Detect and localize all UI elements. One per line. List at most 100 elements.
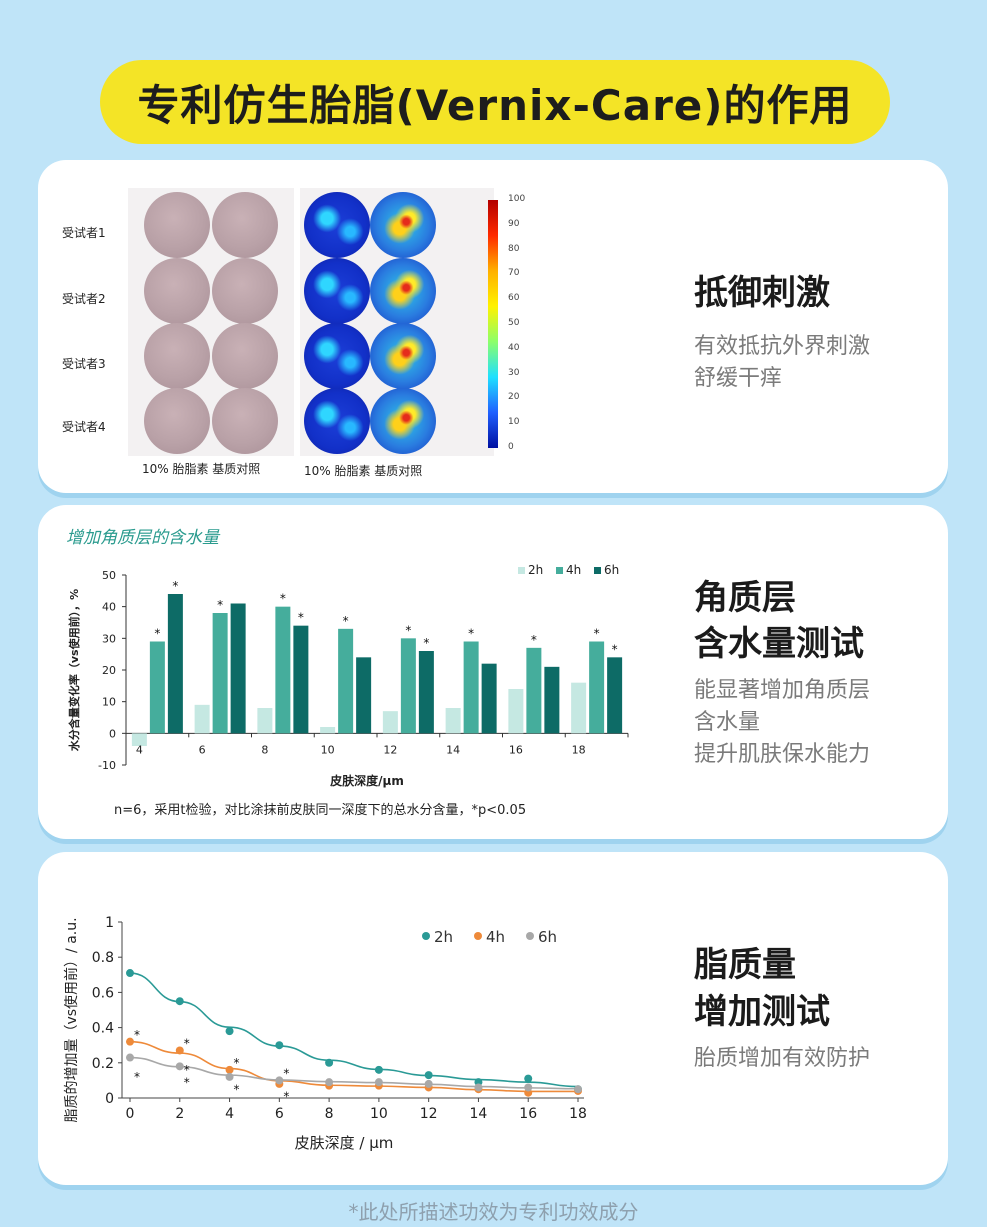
point-6h xyxy=(275,1076,284,1085)
point-2h xyxy=(325,1058,334,1067)
point-6h xyxy=(524,1083,533,1092)
colorbar-tick: 10 xyxy=(508,417,520,428)
legend-label-4h: 4h xyxy=(566,563,581,577)
bar-4h-18 xyxy=(589,641,605,734)
x-tick-label: 18 xyxy=(572,743,586,756)
bar-2h-18 xyxy=(571,682,587,734)
legend-label-2h: 2h xyxy=(434,928,453,946)
heatmap-caption: 10% 胎脂素 基质对照 xyxy=(304,464,423,478)
colorbar-tick: 20 xyxy=(508,392,520,403)
significance-star: * xyxy=(468,627,474,641)
bar-6h-8 xyxy=(293,625,309,734)
significance-star: * xyxy=(154,627,160,641)
significance-star: * xyxy=(531,633,537,647)
point-4h xyxy=(126,1037,134,1046)
significance-star: * xyxy=(594,627,600,641)
y-axis-title: 水分含量变化率（vs使用前），% xyxy=(67,589,81,751)
legend-swatch-6h xyxy=(594,567,601,574)
y-tick-label: 0.2 xyxy=(92,1056,114,1072)
legend-marker-6h xyxy=(526,932,534,940)
point-6h xyxy=(374,1078,383,1087)
y-tick-label: 30 xyxy=(102,632,116,645)
x-tick-label: 12 xyxy=(383,743,397,756)
heatmap-1-treated xyxy=(304,192,370,258)
hydration-bar-chart: -10 0 10 20 30 40 50 * * 4 * 6 * * 8 * 10 * * 12 * 14 * 16 * * 18 皮… xyxy=(67,563,629,788)
significance-star: * xyxy=(134,1028,140,1042)
x-tick-label: 10 xyxy=(321,743,335,756)
hydration-card: 增加角质层的含水量 -10 0 10 20 30 40 50 * * 4 * 6 * * 8 * 10 * * 12 *… xyxy=(38,505,948,839)
significance-star: * xyxy=(405,623,411,637)
point-2h xyxy=(175,997,184,1006)
bar-2h-14 xyxy=(445,708,461,734)
point-2h xyxy=(524,1074,533,1083)
point-6h xyxy=(474,1083,483,1092)
point-2h xyxy=(275,1041,284,1050)
y-tick-label: 0 xyxy=(105,1091,114,1107)
hydration-chart-heading: 增加角质层的含水量 xyxy=(66,528,219,548)
subject-label-4: 受试者4 xyxy=(62,420,106,434)
bar-2h-16 xyxy=(508,689,524,734)
point-6h xyxy=(424,1079,433,1088)
lipid-desc-line-1: 胎质增加有效防护 xyxy=(694,1046,871,1071)
point-2h xyxy=(374,1065,383,1074)
colorbar-tick: 50 xyxy=(508,318,520,328)
significance-star: * xyxy=(612,642,618,656)
bar-4h-8 xyxy=(275,606,291,734)
bar-4h-4 xyxy=(149,641,165,734)
bar-2h-10 xyxy=(320,727,336,734)
significance-star: * xyxy=(234,1082,240,1096)
x-tick-label: 12 xyxy=(420,1106,438,1122)
bar-4h-12 xyxy=(400,638,416,734)
y-tick-label: 20 xyxy=(102,664,116,677)
bar-2h-8 xyxy=(257,708,273,734)
legend-label-6h: 6h xyxy=(538,928,557,946)
colorbar-tick: 0 xyxy=(508,442,514,452)
heatmap-2-treated xyxy=(304,258,370,324)
significance-star: * xyxy=(283,1067,289,1081)
legend-marker-2h xyxy=(422,932,430,940)
bar-2h-4 xyxy=(131,733,147,746)
x-tick-label: 4 xyxy=(225,1106,234,1122)
significance-star: * xyxy=(234,1056,240,1070)
x-tick-label: 18 xyxy=(569,1106,587,1122)
skin-sample-2-control xyxy=(212,258,278,324)
bar-6h-12 xyxy=(418,651,434,734)
page-title: 专利仿生胎脂(Vernix-Care)的作用 xyxy=(100,60,890,144)
skin-sample-1-treated xyxy=(144,192,210,258)
skin-sample-3-control xyxy=(212,323,278,389)
x-axis-title: 皮肤深度 / μm xyxy=(295,1134,394,1152)
x-tick-label: 16 xyxy=(509,743,523,756)
significance-star: * xyxy=(298,611,304,625)
y-tick-label: 40 xyxy=(102,601,116,614)
irritation-desc-line-1: 有效抵抗外界刺激 xyxy=(694,334,871,359)
skin-sample-4-treated xyxy=(144,388,210,454)
hydration-desc-line-3: 提升肌肤保水能力 xyxy=(694,742,871,767)
skin-sample-4-control xyxy=(212,388,278,454)
colorbar-tick: 30 xyxy=(508,367,520,378)
y-tick-label: 0.8 xyxy=(92,950,114,966)
significance-star: * xyxy=(423,636,429,650)
x-tick-label: 6 xyxy=(199,743,206,756)
colorbar-tick: 70 xyxy=(508,268,520,279)
x-axis-title: 皮肤深度/μm xyxy=(329,773,404,788)
hydration-title-line-1: 角质层 xyxy=(694,578,796,618)
x-tick-label: 16 xyxy=(519,1106,537,1122)
heatmap-3-treated xyxy=(304,323,370,389)
point-6h xyxy=(225,1072,234,1081)
skin-sample-2-treated xyxy=(144,258,210,324)
lipid-title-line-2: 增加测试 xyxy=(694,992,830,1032)
point-4h xyxy=(225,1065,234,1074)
y-tick-label: 1 xyxy=(105,915,114,931)
legend-label-4h: 4h xyxy=(486,928,505,946)
y-tick-label: 0.6 xyxy=(92,985,114,1001)
hydration-desc-line-1: 能显著增加角质层 xyxy=(694,678,871,703)
irritation-card: 受试者1 受试者2 受试者3 受试者4 100 90 80 70 60 50 40 30 20 1… xyxy=(38,160,948,493)
colorbar-tick: 60 xyxy=(508,293,520,304)
bar-6h-6 xyxy=(230,603,246,734)
point-6h xyxy=(175,1062,184,1071)
legend-swatch-2h xyxy=(518,567,525,574)
point-6h xyxy=(126,1053,134,1062)
colorbar-tick: 80 xyxy=(508,243,520,254)
significance-star: * xyxy=(184,1075,190,1089)
y-tick-label: 10 xyxy=(102,696,116,709)
